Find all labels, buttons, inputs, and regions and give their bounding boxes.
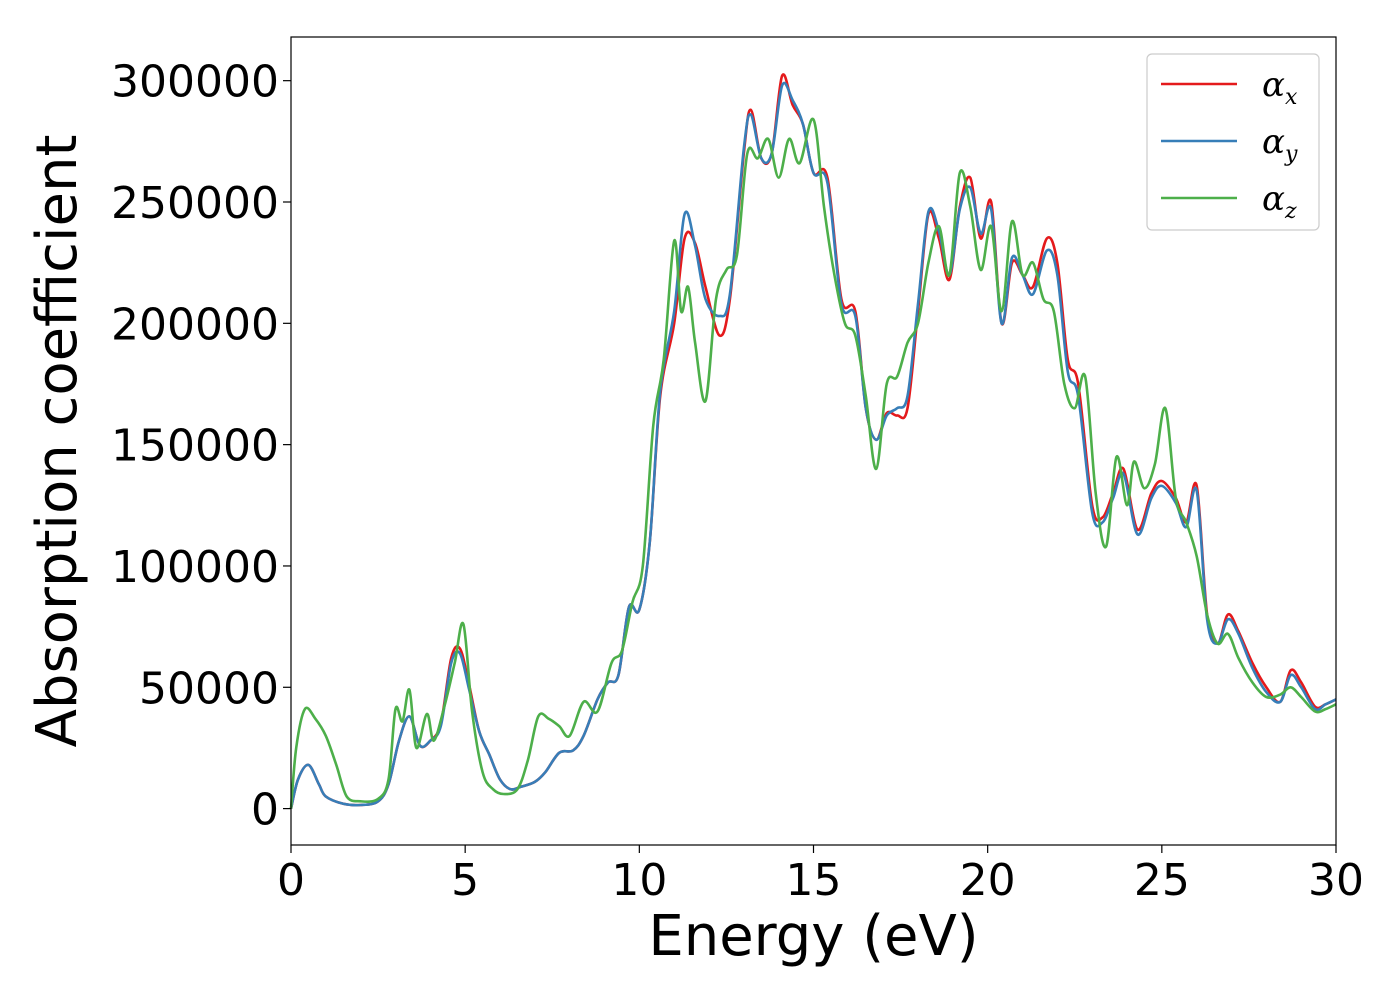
- legend-label-x: αx: [1262, 65, 1298, 110]
- series-layer: [289, 73, 1337, 809]
- y-tick-label: 150000: [111, 421, 279, 472]
- x-tick-label: 5: [451, 855, 479, 906]
- x-axis: 0 5 10 15 20 25 30: [277, 845, 1364, 906]
- x-tick-label: 20: [960, 855, 1016, 906]
- y-tick-label: 0: [251, 785, 279, 836]
- x-tick-label: 30: [1308, 855, 1364, 906]
- y-tick-label: 200000: [111, 299, 279, 350]
- x-tick-label: 0: [277, 855, 305, 906]
- x-tick-label: 10: [611, 855, 667, 906]
- x-axis-label: Energy (eV): [648, 904, 978, 969]
- x-tick-label: 15: [786, 855, 842, 906]
- y-tick-label: 300000: [111, 57, 279, 108]
- legend-label-z: αz: [1262, 179, 1297, 224]
- y-tick-label: 50000: [139, 663, 279, 714]
- legend: αx αy αz: [1146, 53, 1320, 231]
- y-tick-label: 250000: [111, 178, 279, 229]
- x-tick-label: 25: [1134, 855, 1190, 906]
- y-axis-label: Absorption coefficient: [25, 135, 90, 748]
- y-axis: 0 50000 100000 150000 200000 250000 300000: [111, 57, 291, 836]
- series-line-z: [289, 117, 1337, 809]
- legend-label-y: αy: [1262, 122, 1298, 167]
- y-tick-label: 100000: [111, 542, 279, 593]
